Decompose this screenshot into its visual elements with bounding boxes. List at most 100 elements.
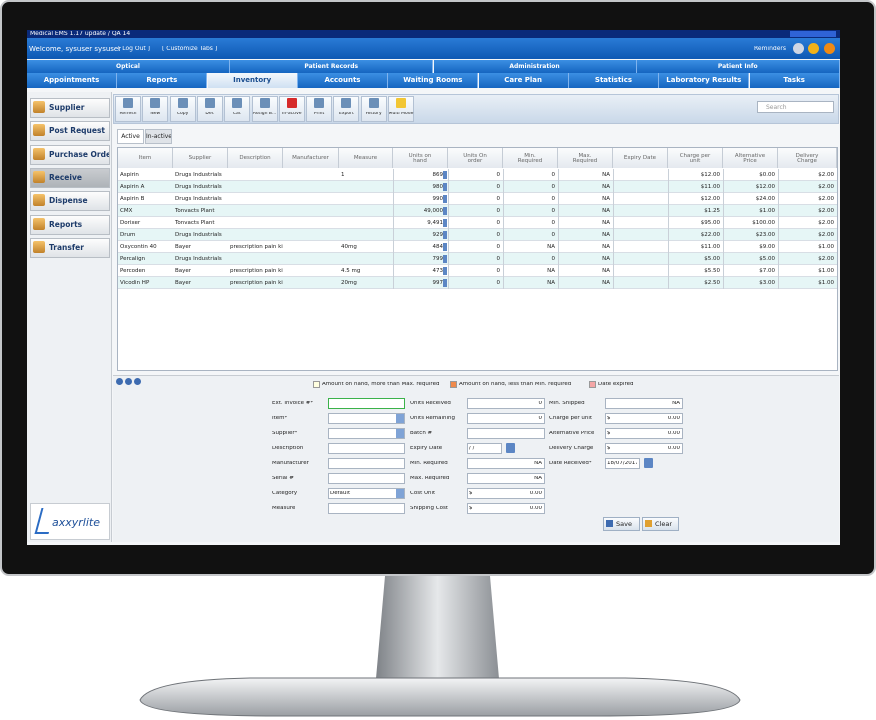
- calendar-icon[interactable]: [506, 443, 515, 453]
- form-input[interactable]: [467, 428, 545, 439]
- toolbar-button[interactable]: [251, 96, 278, 122]
- cell-border: [723, 241, 724, 253]
- table-cell: $5.00: [759, 256, 775, 262]
- top-tab[interactable]: Patient Records: [230, 60, 434, 73]
- dropdown-arrow[interactable]: [396, 414, 404, 423]
- form-input[interactable]: [467, 413, 545, 424]
- menu-item[interactable]: Supplier: [30, 98, 110, 118]
- table-row: [118, 229, 837, 241]
- spinner[interactable]: [443, 207, 447, 215]
- reminders-link[interactable]: Reminders: [754, 46, 786, 52]
- dropdown-arrow[interactable]: [396, 429, 404, 438]
- form-input[interactable]: [605, 398, 683, 409]
- cell-border: [613, 193, 614, 205]
- form-input[interactable]: [467, 488, 545, 499]
- subtab[interactable]: Active: [117, 129, 144, 144]
- form-input[interactable]: [467, 443, 502, 454]
- spinner[interactable]: [443, 279, 447, 287]
- logout-link[interactable]: [ Log Out ]: [118, 46, 150, 52]
- form-input[interactable]: [328, 428, 405, 439]
- spinner[interactable]: [443, 231, 447, 239]
- spinner[interactable]: [443, 243, 447, 251]
- menu-item[interactable]: Purchase Order: [30, 144, 110, 165]
- column-header: Measure: [339, 148, 393, 168]
- form-input[interactable]: [328, 413, 405, 424]
- subtab[interactable]: In-active: [145, 129, 172, 144]
- tab[interactable]: Inventory: [207, 73, 298, 88]
- top-tab[interactable]: Optical: [27, 60, 230, 73]
- form-input[interactable]: [467, 398, 545, 409]
- cell-border: [393, 205, 394, 217]
- calendar-icon[interactable]: [644, 458, 653, 468]
- menu-item[interactable]: Dispense: [30, 191, 110, 212]
- tab[interactable]: Waiting Rooms: [388, 73, 479, 88]
- menu-icon: [33, 240, 45, 253]
- cell-border: [778, 217, 779, 229]
- tab[interactable]: Statistics: [568, 73, 659, 88]
- form-input[interactable]: [328, 458, 405, 469]
- spinner[interactable]: [443, 219, 447, 227]
- form-input[interactable]: [328, 398, 405, 409]
- table-cell: 997: [432, 280, 444, 286]
- spinner[interactable]: [443, 195, 447, 203]
- header-icon[interactable]: [824, 43, 835, 54]
- spinner[interactable]: [443, 255, 447, 263]
- table-cell: $2.00: [818, 184, 834, 190]
- cell-border: [448, 205, 449, 217]
- form-input[interactable]: [328, 443, 405, 454]
- tab[interactable]: Reports: [117, 73, 208, 88]
- tab[interactable]: Laboratory Results: [659, 73, 750, 88]
- menu-item[interactable]: Transfer: [30, 237, 110, 258]
- menu-item[interactable]: Post Request: [30, 121, 110, 142]
- form-input[interactable]: [467, 458, 545, 469]
- cell-border: [448, 193, 449, 205]
- spinner[interactable]: [443, 183, 447, 191]
- tab[interactable]: Care Plan: [478, 73, 569, 88]
- top-tab[interactable]: Patient Info: [636, 60, 840, 73]
- form-input[interactable]: [467, 503, 545, 514]
- input-value: 0.00: [667, 416, 680, 421]
- tab[interactable]: Appointments: [27, 73, 117, 88]
- form-input[interactable]: [328, 473, 405, 484]
- cell-border: [778, 193, 779, 205]
- table-cell: 0: [551, 220, 556, 226]
- form-input[interactable]: [605, 428, 683, 439]
- button-icon: [606, 520, 613, 527]
- table-cell: $1.25: [704, 208, 720, 214]
- window-controls[interactable]: [790, 31, 836, 37]
- form-input[interactable]: [605, 458, 640, 469]
- spinner[interactable]: [443, 267, 447, 275]
- toolbar-icon: [368, 98, 379, 108]
- header-icon[interactable]: [808, 43, 819, 54]
- table-row: [118, 277, 837, 289]
- spinner[interactable]: [443, 171, 447, 179]
- cell-border: [778, 169, 779, 181]
- form-input[interactable]: [605, 413, 683, 424]
- top-tab[interactable]: Administration: [433, 60, 637, 73]
- form-label: Min. Shipped: [549, 401, 585, 406]
- welcome: Welcome, sysuser sysuser: [29, 46, 122, 53]
- button-label[interactable]: Clear: [655, 521, 672, 528]
- cell-border: [668, 229, 669, 241]
- cell-border: [393, 169, 394, 181]
- form-input[interactable]: [467, 473, 545, 484]
- tab[interactable]: Accounts: [297, 73, 388, 88]
- table-cell: 40mg: [341, 244, 357, 250]
- cell-border: [503, 217, 504, 229]
- menu-item[interactable]: Receive: [30, 167, 110, 188]
- form-input[interactable]: [328, 503, 405, 514]
- panel-icon[interactable]: [116, 378, 123, 385]
- search-box[interactable]: Search: [757, 101, 834, 113]
- panel-icon[interactable]: [134, 378, 141, 385]
- header-icon[interactable]: [793, 43, 804, 54]
- menu-item[interactable]: Reports: [30, 214, 110, 235]
- toolbar-button[interactable]: [115, 96, 141, 122]
- form-input[interactable]: [328, 488, 405, 499]
- button-label[interactable]: Save: [616, 521, 632, 528]
- dropdown-arrow[interactable]: [396, 489, 404, 498]
- tab[interactable]: Tasks: [749, 73, 840, 88]
- form-input[interactable]: [605, 443, 683, 454]
- panel-icon[interactable]: [125, 378, 132, 385]
- table-cell: NA: [547, 280, 555, 286]
- customize-link[interactable]: [ Customize Tabs ]: [162, 46, 218, 52]
